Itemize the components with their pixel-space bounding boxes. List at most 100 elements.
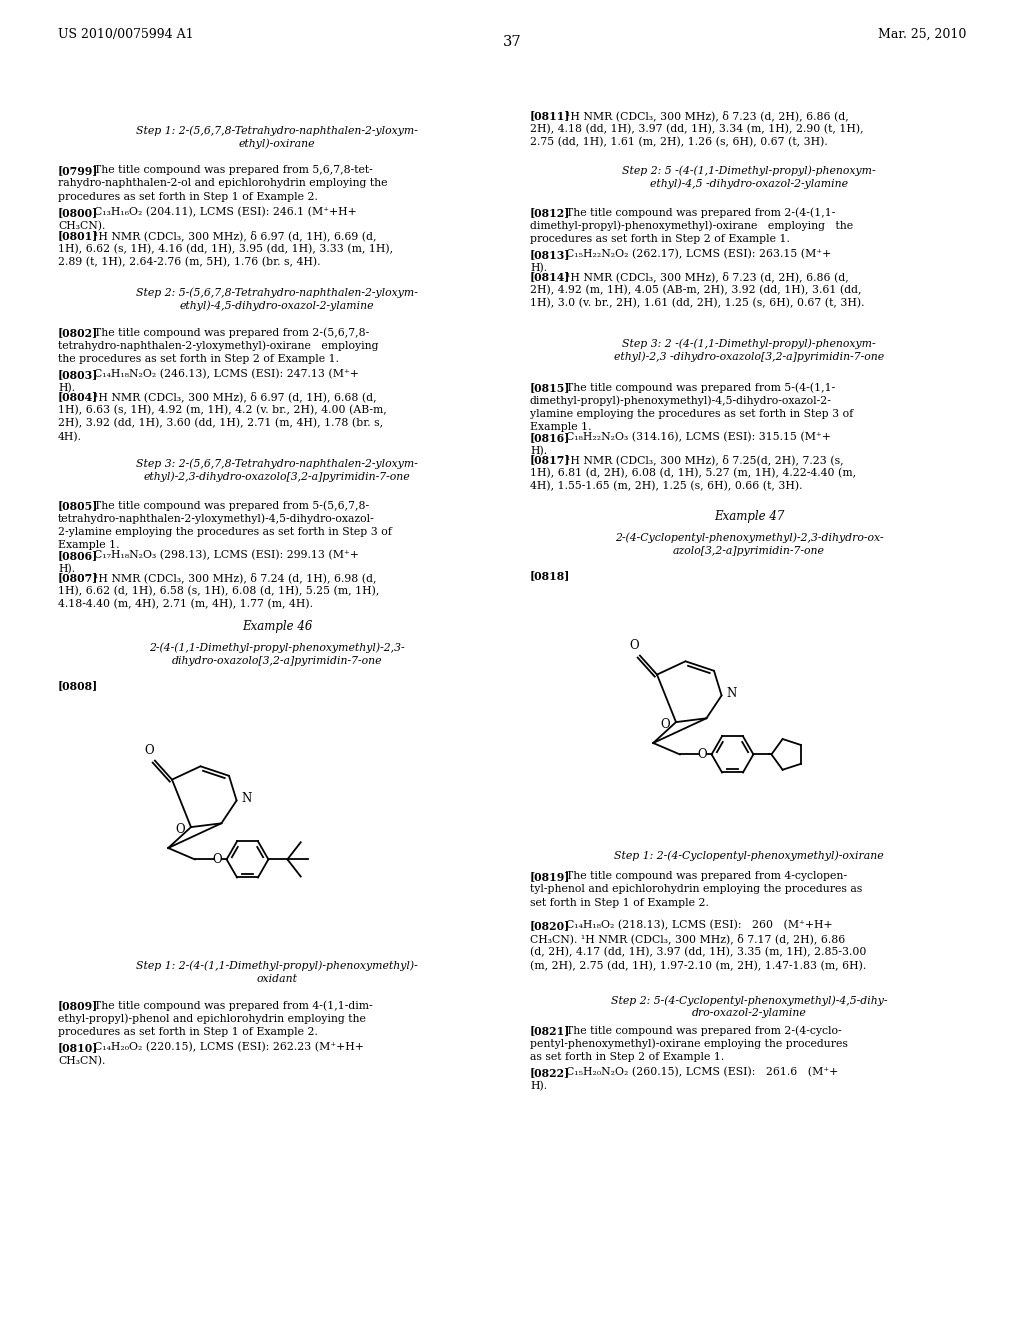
Text: [0820]: [0820] — [530, 920, 570, 931]
Text: ethyl-propyl)-phenol and epichlorohydrin employing the: ethyl-propyl)-phenol and epichlorohydrin… — [58, 1014, 366, 1024]
Text: dimethyl-propyl)-phenoxymethyl)-oxirane   employing   the: dimethyl-propyl)-phenoxymethyl)-oxirane … — [530, 220, 853, 231]
Text: (m, 2H), 2.75 (dd, 1H), 1.97-2.10 (m, 2H), 1.47-1.83 (m, 6H).: (m, 2H), 2.75 (dd, 1H), 1.97-2.10 (m, 2H… — [530, 961, 866, 970]
Text: [0800]: [0800] — [58, 207, 98, 218]
Text: The title compound was prepared from 4-cyclopen-: The title compound was prepared from 4-c… — [566, 871, 847, 880]
Text: [0817]: [0817] — [530, 454, 570, 465]
Text: Mar. 25, 2010: Mar. 25, 2010 — [878, 28, 966, 41]
Text: tyl-phenol and epichlorohydrin employing the procedures as: tyl-phenol and epichlorohydrin employing… — [530, 884, 862, 895]
Text: CH₃CN).: CH₃CN). — [58, 220, 105, 231]
Text: O: O — [660, 718, 670, 730]
Text: 2.89 (t, 1H), 2.64-2.76 (m, 5H), 1.76 (br. s, 4H).: 2.89 (t, 1H), 2.64-2.76 (m, 5H), 1.76 (b… — [58, 257, 321, 268]
Text: [0807]: [0807] — [58, 572, 98, 583]
Text: 1H), 6.63 (s, 1H), 4.92 (m, 1H), 4.2 (v. br., 2H), 4.00 (AB-m,: 1H), 6.63 (s, 1H), 4.92 (m, 1H), 4.2 (v.… — [58, 404, 387, 414]
Text: Step 1: 2-(4-(1,1-Dimethyl-propyl)-phenoxymethyl)-: Step 1: 2-(4-(1,1-Dimethyl-propyl)-pheno… — [136, 960, 418, 970]
Text: Example 1.: Example 1. — [58, 540, 120, 550]
Text: O: O — [144, 743, 154, 756]
Text: ¹H NMR (CDCl₃, 300 MHz), δ 7.23 (d, 2H), 6.86 (d,: ¹H NMR (CDCl₃, 300 MHz), δ 7.23 (d, 2H),… — [566, 110, 849, 121]
Text: [0819]: [0819] — [530, 871, 570, 882]
Text: H).: H). — [58, 564, 75, 574]
Text: N: N — [242, 792, 252, 805]
Text: [0813]: [0813] — [530, 249, 570, 260]
Text: pentyl-phenoxymethyl)-oxirane employing the procedures: pentyl-phenoxymethyl)-oxirane employing … — [530, 1039, 848, 1049]
Text: azolo[3,2-a]pyrimidin-7-one: azolo[3,2-a]pyrimidin-7-one — [673, 545, 825, 556]
Text: the procedures as set forth in Step 2 of Example 1.: the procedures as set forth in Step 2 of… — [58, 354, 339, 364]
Text: dihydro-oxazolo[3,2-a]pyrimidin-7-one: dihydro-oxazolo[3,2-a]pyrimidin-7-one — [172, 656, 382, 665]
Text: The title compound was prepared from 2-(4-(1,1-: The title compound was prepared from 2-(… — [566, 207, 836, 218]
Text: ¹H NMR (CDCl₃, 300 MHz), δ 7.25(d, 2H), 7.23 (s,: ¹H NMR (CDCl₃, 300 MHz), δ 7.25(d, 2H), … — [566, 454, 844, 465]
Text: Example 47: Example 47 — [714, 510, 784, 523]
Text: Example 1.: Example 1. — [530, 422, 592, 433]
Text: C₁₅H₂₂N₂O₂ (262.17), LCMS (ESI): 263.15 (M⁺+: C₁₅H₂₂N₂O₂ (262.17), LCMS (ESI): 263.15 … — [566, 249, 831, 259]
Text: 2.75 (dd, 1H), 1.61 (m, 2H), 1.26 (s, 6H), 0.67 (t, 3H).: 2.75 (dd, 1H), 1.61 (m, 2H), 1.26 (s, 6H… — [530, 137, 827, 148]
Text: ¹H NMR (CDCl₃, 300 MHz), δ 7.24 (d, 1H), 6.98 (d,: ¹H NMR (CDCl₃, 300 MHz), δ 7.24 (d, 1H),… — [94, 572, 377, 583]
Text: [0815]: [0815] — [530, 381, 570, 393]
Text: [0811]: [0811] — [530, 110, 570, 121]
Text: (d, 2H), 4.17 (dd, 1H), 3.97 (dd, 1H), 3.35 (m, 1H), 2.85-3.00: (d, 2H), 4.17 (dd, 1H), 3.97 (dd, 1H), 3… — [530, 946, 866, 957]
Text: C₁₄H₁₈N₂O₂ (246.13), LCMS (ESI): 247.13 (M⁺+: C₁₄H₁₈N₂O₂ (246.13), LCMS (ESI): 247.13 … — [94, 370, 358, 379]
Text: The title compound was prepared from 2-(4-cyclo-: The title compound was prepared from 2-(… — [566, 1026, 842, 1036]
Text: 1H), 6.62 (d, 1H), 6.58 (s, 1H), 6.08 (d, 1H), 5.25 (m, 1H),: 1H), 6.62 (d, 1H), 6.58 (s, 1H), 6.08 (d… — [58, 586, 379, 595]
Text: [0802]: [0802] — [58, 327, 98, 338]
Text: procedures as set forth in Step 2 of Example 1.: procedures as set forth in Step 2 of Exa… — [530, 234, 790, 244]
Text: The title compound was prepared from 2-(5,6,7,8-: The title compound was prepared from 2-(… — [94, 327, 370, 338]
Text: Step 2: 5-(4-Cyclopentyl-phenoxymethyl)-4,5-dihy-: Step 2: 5-(4-Cyclopentyl-phenoxymethyl)-… — [610, 995, 887, 1006]
Text: 2-(4-(1,1-Dimethyl-propyl-phenoxymethyl)-2,3-: 2-(4-(1,1-Dimethyl-propyl-phenoxymethyl)… — [150, 642, 404, 652]
Text: [0810]: [0810] — [58, 1041, 98, 1053]
Text: as set forth in Step 2 of Example 1.: as set forth in Step 2 of Example 1. — [530, 1052, 724, 1063]
Text: H).: H). — [530, 1081, 547, 1090]
Text: H).: H). — [58, 383, 75, 393]
Text: 4H).: 4H). — [58, 432, 82, 442]
Text: C₁₄H₂₀O₂ (220.15), LCMS (ESI): 262.23 (M⁺+H+: C₁₄H₂₀O₂ (220.15), LCMS (ESI): 262.23 (M… — [94, 1041, 364, 1052]
Text: ethyl)-2,3-dihydro-oxazolo[3,2-a]pyrimidin-7-one: ethyl)-2,3-dihydro-oxazolo[3,2-a]pyrimid… — [143, 471, 411, 482]
Text: [0801]: [0801] — [58, 230, 98, 242]
Text: [0804]: [0804] — [58, 391, 98, 403]
Text: Step 1: 2-(5,6,7,8-Tetrahydro-naphthalen-2-yloxym-: Step 1: 2-(5,6,7,8-Tetrahydro-naphthalen… — [136, 125, 418, 136]
Text: H).: H). — [530, 446, 547, 455]
Text: H).: H). — [530, 263, 547, 273]
Text: CH₃CN).: CH₃CN). — [58, 1056, 105, 1065]
Text: Step 1: 2-(4-Cyclopentyl-phenoxymethyl)-oxirane: Step 1: 2-(4-Cyclopentyl-phenoxymethyl)-… — [614, 850, 884, 861]
Text: ethyl)-4,5 -dihydro-oxazol-2-ylamine: ethyl)-4,5 -dihydro-oxazol-2-ylamine — [650, 178, 848, 189]
Text: tetrahydro-naphthalen-2-yloxymethyl)-4,5-dihydro-oxazol-: tetrahydro-naphthalen-2-yloxymethyl)-4,5… — [58, 513, 375, 524]
Text: C₁₄H₁₈O₂ (218.13), LCMS (ESI):   260   (M⁺+H+: C₁₄H₁₈O₂ (218.13), LCMS (ESI): 260 (M⁺+H… — [566, 920, 833, 931]
Text: O: O — [213, 853, 222, 866]
Text: The title compound was prepared from 5-(5,6,7,8-: The title compound was prepared from 5-(… — [94, 500, 369, 511]
Text: The title compound was prepared from 5-(4-(1,1-: The title compound was prepared from 5-(… — [566, 381, 836, 392]
Text: N: N — [727, 686, 737, 700]
Text: O: O — [175, 822, 185, 836]
Text: Step 2: 5-(5,6,7,8-Tetrahydro-naphthalen-2-yloxym-: Step 2: 5-(5,6,7,8-Tetrahydro-naphthalen… — [136, 286, 418, 297]
Text: procedures as set forth in Step 1 of Example 2.: procedures as set forth in Step 1 of Exa… — [58, 191, 317, 202]
Text: 4.18-4.40 (m, 4H), 2.71 (m, 4H), 1.77 (m, 4H).: 4.18-4.40 (m, 4H), 2.71 (m, 4H), 1.77 (m… — [58, 599, 313, 610]
Text: 2-ylamine employing the procedures as set forth in Step 3 of: 2-ylamine employing the procedures as se… — [58, 527, 392, 537]
Text: The title compound was prepared from 4-(1,1-dim-: The title compound was prepared from 4-(… — [94, 1001, 373, 1011]
Text: C₁₇H₁₈N₂O₃ (298.13), LCMS (ESI): 299.13 (M⁺+: C₁₇H₁₈N₂O₃ (298.13), LCMS (ESI): 299.13 … — [94, 550, 358, 561]
Text: O: O — [629, 639, 639, 652]
Text: [0808]: [0808] — [58, 680, 98, 690]
Text: ethyl)-4,5-dihydro-oxazol-2-ylamine: ethyl)-4,5-dihydro-oxazol-2-ylamine — [180, 301, 374, 312]
Text: ethyl)-oxirane: ethyl)-oxirane — [239, 139, 315, 149]
Text: ethyl)-2,3 -dihydro-oxazolo[3,2-a]pyrimidin-7-one: ethyl)-2,3 -dihydro-oxazolo[3,2-a]pyrimi… — [614, 351, 884, 362]
Text: 1H), 3.0 (v. br., 2H), 1.61 (dd, 2H), 1.25 (s, 6H), 0.67 (t, 3H).: 1H), 3.0 (v. br., 2H), 1.61 (dd, 2H), 1.… — [530, 298, 864, 309]
Text: rahydro-naphthalen-2-ol and epichlorohydrin employing the: rahydro-naphthalen-2-ol and epichlorohyd… — [58, 178, 387, 189]
Text: CH₃CN). ¹H NMR (CDCl₃, 300 MHz), δ 7.17 (d, 2H), 6.86: CH₃CN). ¹H NMR (CDCl₃, 300 MHz), δ 7.17 … — [530, 933, 845, 944]
Text: [0809]: [0809] — [58, 1001, 98, 1011]
Text: [0822]: [0822] — [530, 1067, 570, 1078]
Text: Step 2: 5 -(4-(1,1-Dimethyl-propyl)-phenoxym-: Step 2: 5 -(4-(1,1-Dimethyl-propyl)-phen… — [623, 165, 876, 176]
Text: Step 3: 2-(5,6,7,8-Tetrahydro-naphthalen-2-yloxym-: Step 3: 2-(5,6,7,8-Tetrahydro-naphthalen… — [136, 458, 418, 469]
Text: [0816]: [0816] — [530, 432, 570, 444]
Text: C₁₃H₁₆O₂ (204.11), LCMS (ESI): 246.1 (M⁺+H+: C₁₃H₁₆O₂ (204.11), LCMS (ESI): 246.1 (M⁺… — [94, 207, 356, 218]
Text: 2H), 3.92 (dd, 1H), 3.60 (dd, 1H), 2.71 (m, 4H), 1.78 (br. s,: 2H), 3.92 (dd, 1H), 3.60 (dd, 1H), 2.71 … — [58, 418, 383, 429]
Text: [0812]: [0812] — [530, 207, 570, 218]
Text: dimethyl-propyl)-phenoxymethyl)-4,5-dihydro-oxazol-2-: dimethyl-propyl)-phenoxymethyl)-4,5-dihy… — [530, 396, 831, 407]
Text: 37: 37 — [503, 36, 521, 49]
Text: 1H), 6.62 (s, 1H), 4.16 (dd, 1H), 3.95 (dd, 1H), 3.33 (m, 1H),: 1H), 6.62 (s, 1H), 4.16 (dd, 1H), 3.95 (… — [58, 243, 393, 253]
Text: set forth in Step 1 of Example 2.: set forth in Step 1 of Example 2. — [530, 898, 709, 908]
Text: dro-oxazol-2-ylamine: dro-oxazol-2-ylamine — [691, 1008, 806, 1019]
Text: ¹H NMR (CDCl₃, 300 MHz), δ 7.23 (d, 2H), 6.86 (d,: ¹H NMR (CDCl₃, 300 MHz), δ 7.23 (d, 2H),… — [566, 271, 849, 281]
Text: O: O — [697, 748, 708, 760]
Text: ylamine employing the procedures as set forth in Step 3 of: ylamine employing the procedures as set … — [530, 409, 853, 418]
Text: Example 46: Example 46 — [242, 620, 312, 634]
Text: [0806]: [0806] — [58, 550, 98, 561]
Text: Step 3: 2 -(4-(1,1-Dimethyl-propyl)-phenoxym-: Step 3: 2 -(4-(1,1-Dimethyl-propyl)-phen… — [623, 338, 876, 348]
Text: [0803]: [0803] — [58, 370, 98, 380]
